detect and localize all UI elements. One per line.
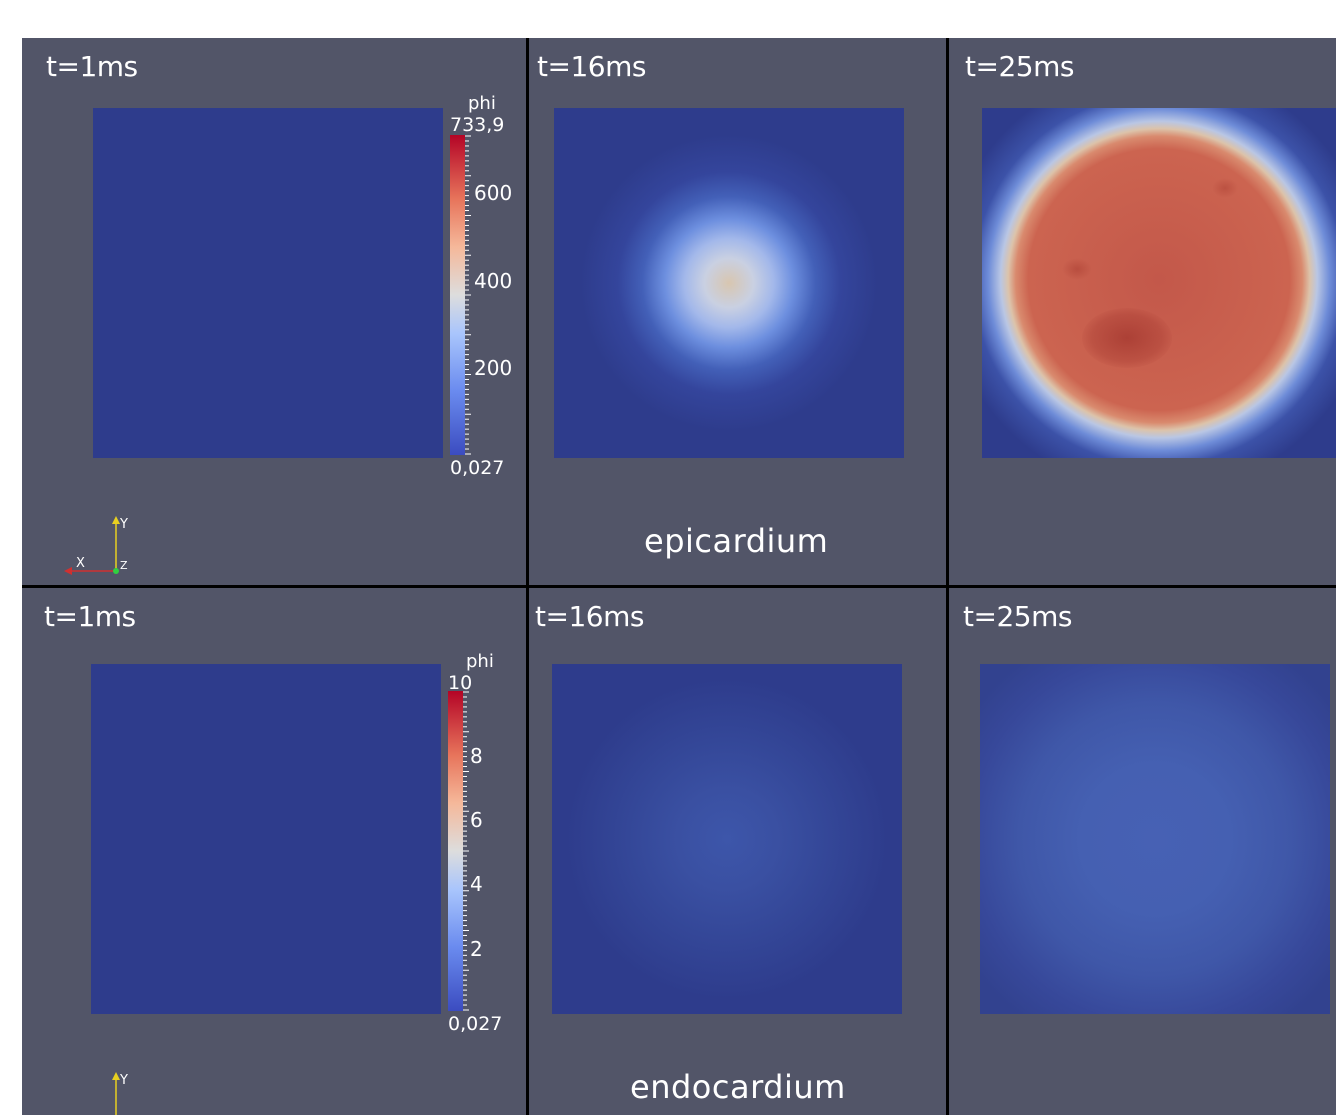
field-plot	[982, 108, 1336, 458]
orientation-axes: Y	[112, 1072, 128, 1115]
panel-epicardium-1ms: t=1ms phi 733,9 600 400 200 0,027 Y X Z	[22, 38, 526, 585]
colorbar-ticks	[463, 691, 469, 1011]
time-label: t=16ms	[537, 50, 646, 83]
time-label: t=16ms	[535, 600, 644, 633]
colorbar-max: 10	[448, 672, 473, 694]
activation-patch	[1082, 308, 1172, 368]
colorbar-label: 6	[470, 808, 483, 832]
region-caption: epicardium	[644, 522, 829, 560]
colorbar-max: 733,9	[450, 114, 505, 136]
colorbar-label: 600	[474, 181, 513, 205]
panel-endocardium-25ms: t=25ms	[949, 588, 1336, 1115]
field-plot	[91, 664, 441, 1014]
panel-epicardium-16ms: t=16ms epicardium	[529, 38, 946, 585]
colorbar-label: 400	[474, 269, 513, 293]
field-plot	[554, 108, 904, 458]
field-plot	[93, 108, 443, 458]
time-label: t=25ms	[963, 600, 1072, 633]
field-plot	[980, 664, 1330, 1014]
colorbar-title: phi	[468, 93, 496, 114]
colorbar-label: 4	[470, 872, 483, 896]
time-label: t=1ms	[46, 50, 138, 83]
panel-endocardium-16ms: t=16ms endocardium	[529, 588, 946, 1115]
axis-z-label: Z	[120, 559, 128, 572]
colorbar-title: phi	[466, 651, 494, 672]
axis-x-label: X	[76, 556, 85, 571]
time-label: t=25ms	[965, 50, 1074, 83]
activation-patch	[1212, 178, 1238, 198]
axis-y-label: Y	[119, 1073, 128, 1088]
colorbar-gradient	[450, 135, 471, 455]
colorbar-gradient	[448, 691, 469, 1011]
visualization-grid: t=1ms phi 733,9 600 400 200 0,027 Y X Z	[22, 38, 1336, 1115]
activation-patch	[1062, 258, 1092, 280]
axis-y-label: Y	[119, 517, 128, 532]
region-caption: endocardium	[630, 1068, 846, 1106]
colorbar-label: 8	[470, 744, 483, 768]
panel-endocardium-1ms: t=1ms phi 10 8 6 4 2 0,027 Y	[22, 588, 526, 1115]
colorbar-label: 200	[474, 356, 513, 380]
colorbar-ticks	[465, 135, 471, 455]
time-label: t=1ms	[44, 600, 136, 633]
colorbar-label: 2	[470, 937, 483, 961]
orientation-axes: Y X Z	[64, 516, 128, 575]
colorbar-min: 0,027	[450, 457, 505, 479]
colorbar-min: 0,027	[448, 1013, 503, 1035]
panel-epicardium-25ms: t=25ms	[949, 38, 1336, 585]
field-plot	[552, 664, 902, 1014]
